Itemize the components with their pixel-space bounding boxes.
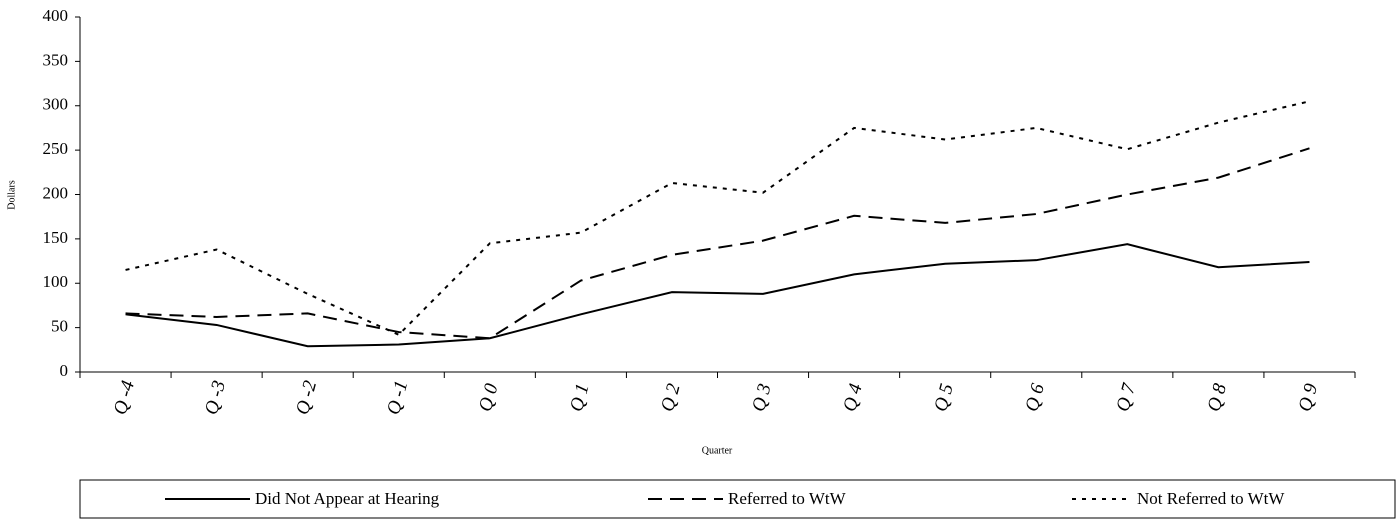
y-axis-label: Dollars	[6, 180, 17, 210]
y-tick-label: 250	[43, 139, 69, 158]
y-tick-label: 200	[43, 183, 69, 202]
y-tick-label: 300	[43, 95, 69, 114]
x-tick-label: Q -1	[383, 378, 412, 417]
legend-label: Not Referred to WtW	[1137, 489, 1285, 508]
x-tick-label: Q 7	[1112, 380, 1140, 414]
y-tick-label: 400	[43, 6, 69, 25]
y-tick-label: 100	[43, 272, 69, 291]
x-tick-label: Q -4	[110, 378, 139, 417]
x-axis-label: Quarter	[702, 445, 733, 456]
y-tick-label: 150	[43, 228, 69, 247]
x-tick-label: Q 5	[930, 381, 958, 413]
legend-label: Did Not Appear at Hearing	[255, 489, 440, 508]
y-tick-label: 50	[51, 317, 68, 336]
x-tick-label: Q 1	[566, 381, 594, 413]
x-tick-label: Q 0	[475, 381, 503, 414]
x-tick-label: Q 8	[1204, 381, 1232, 414]
x-tick-label: Q 6	[1021, 381, 1049, 414]
legend-label: Referred to WtW	[728, 489, 847, 508]
x-tick-label: Q 2	[657, 381, 685, 414]
x-tick-label: Q 4	[839, 381, 867, 414]
y-tick-label: 350	[43, 50, 69, 69]
x-tick-label: Q -3	[201, 378, 230, 417]
y-tick-label: 0	[60, 361, 69, 380]
legend-box	[79, 479, 1396, 519]
series-line	[125, 147, 1310, 340]
series-line	[125, 243, 1310, 348]
series-line	[125, 100, 1310, 336]
x-tick-label: Q 9	[1295, 381, 1323, 414]
x-tick-label: Q -2	[292, 378, 321, 417]
x-tick-label: Q 3	[748, 381, 776, 413]
